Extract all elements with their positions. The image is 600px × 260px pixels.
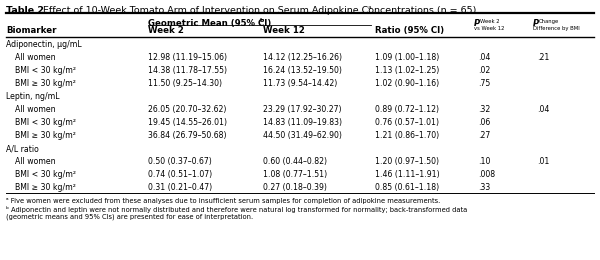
Text: 0.89 (0.72–1.12): 0.89 (0.72–1.12): [375, 105, 439, 114]
Text: Week 2: Week 2: [148, 26, 184, 35]
Text: 1.13 (1.02–1.25): 1.13 (1.02–1.25): [375, 66, 439, 75]
Text: 1.02 (0.90–1.16): 1.02 (0.90–1.16): [375, 79, 439, 88]
Text: 14.38 (11.78–17.55): 14.38 (11.78–17.55): [148, 66, 227, 75]
Text: 0.27 (0.18–0.39): 0.27 (0.18–0.39): [263, 183, 327, 192]
Text: .04: .04: [478, 53, 490, 62]
Text: 0.74 (0.51–1.07): 0.74 (0.51–1.07): [148, 170, 212, 179]
Text: 44.50 (31.49–62.90): 44.50 (31.49–62.90): [263, 131, 342, 140]
Text: BMI ≥ 30 kg/m²: BMI ≥ 30 kg/m²: [15, 79, 76, 88]
Text: A/L ratio: A/L ratio: [6, 144, 39, 153]
Text: Change: Change: [539, 19, 559, 24]
Text: 0.85 (0.61–1.18): 0.85 (0.61–1.18): [375, 183, 439, 192]
Text: 26.05 (20.70–32.62): 26.05 (20.70–32.62): [148, 105, 226, 114]
Text: 0.50 (0.37–0.67): 0.50 (0.37–0.67): [148, 157, 212, 166]
Text: All women: All women: [15, 157, 56, 166]
Text: 11.73 (9.54–14.42): 11.73 (9.54–14.42): [263, 79, 337, 88]
Text: Ratio (95% CI): Ratio (95% CI): [375, 26, 444, 35]
Text: 11.50 (9.25–14.30): 11.50 (9.25–14.30): [148, 79, 222, 88]
Text: ᵇ Adiponectin and leptin were not normally distributed and therefore were natura: ᵇ Adiponectin and leptin were not normal…: [6, 206, 467, 213]
Text: Adiponectin, μg/mL: Adiponectin, μg/mL: [6, 40, 82, 49]
Text: BMI < 30 kg/m²: BMI < 30 kg/m²: [15, 118, 76, 127]
Text: BMI < 30 kg/m²: BMI < 30 kg/m²: [15, 66, 76, 75]
Text: Week 12: Week 12: [263, 26, 305, 35]
Text: Week 2: Week 2: [479, 19, 499, 24]
Text: .21: .21: [537, 53, 550, 62]
Text: Effect of 10-Week Tomato Arm of Intervention on Serum Adipokine Concentrations (: Effect of 10-Week Tomato Arm of Interven…: [40, 6, 476, 15]
Text: 23.29 (17.92–30.27): 23.29 (17.92–30.27): [263, 105, 341, 114]
Text: 14.12 (12.25–16.26): 14.12 (12.25–16.26): [263, 53, 342, 62]
Text: P: P: [533, 19, 539, 28]
Text: .75: .75: [478, 79, 490, 88]
Text: 12.98 (11.19–15.06): 12.98 (11.19–15.06): [148, 53, 227, 62]
Text: 1.20 (0.97–1.50): 1.20 (0.97–1.50): [375, 157, 439, 166]
Text: Biomarker: Biomarker: [6, 26, 56, 35]
Text: Geometric Mean (95% CI): Geometric Mean (95% CI): [148, 19, 271, 28]
Text: Table 2.: Table 2.: [6, 6, 48, 15]
Text: .01: .01: [537, 157, 550, 166]
Text: P: P: [474, 19, 480, 28]
Text: 1.21 (0.86–1.70): 1.21 (0.86–1.70): [375, 131, 439, 140]
Text: BMI ≥ 30 kg/m²: BMI ≥ 30 kg/m²: [15, 183, 76, 192]
Text: BMI ≥ 30 kg/m²: BMI ≥ 30 kg/m²: [15, 131, 76, 140]
Text: Leptin, ng/mL: Leptin, ng/mL: [6, 92, 59, 101]
Text: .04: .04: [537, 105, 550, 114]
Text: 36.84 (26.79–50.68): 36.84 (26.79–50.68): [148, 131, 227, 140]
Text: .02: .02: [478, 66, 490, 75]
Text: (geometric means and 95% CIs) are presented for ease of interpretation.: (geometric means and 95% CIs) are presen…: [6, 213, 253, 219]
Text: All women: All women: [15, 53, 56, 62]
Text: 14.83 (11.09–19.83): 14.83 (11.09–19.83): [263, 118, 342, 127]
Text: a: a: [368, 5, 371, 10]
Text: 19.45 (14.55–26.01): 19.45 (14.55–26.01): [148, 118, 227, 127]
Text: 0.60 (0.44–0.82): 0.60 (0.44–0.82): [263, 157, 327, 166]
Text: .27: .27: [478, 131, 490, 140]
Text: .10: .10: [478, 157, 490, 166]
Text: 0.76 (0.57–1.01): 0.76 (0.57–1.01): [375, 118, 439, 127]
Text: Difference by BMI: Difference by BMI: [533, 26, 580, 31]
Text: .06: .06: [478, 118, 490, 127]
Text: BMI < 30 kg/m²: BMI < 30 kg/m²: [15, 170, 76, 179]
Text: .33: .33: [478, 183, 490, 192]
Text: .32: .32: [478, 105, 490, 114]
Text: 1.09 (1.00–1.18): 1.09 (1.00–1.18): [375, 53, 439, 62]
Text: 16.24 (13.52–19.50): 16.24 (13.52–19.50): [263, 66, 342, 75]
Text: 1.46 (1.11–1.91): 1.46 (1.11–1.91): [375, 170, 440, 179]
Text: vs Week 12: vs Week 12: [474, 26, 505, 31]
Text: 1.08 (0.77–1.51): 1.08 (0.77–1.51): [263, 170, 327, 179]
Text: ᵃ Five women were excluded from these analyses due to insufficient serum samples: ᵃ Five women were excluded from these an…: [6, 198, 440, 204]
Text: All women: All women: [15, 105, 56, 114]
Text: 0.31 (0.21–0.47): 0.31 (0.21–0.47): [148, 183, 212, 192]
Text: .008: .008: [478, 170, 495, 179]
Text: b: b: [260, 18, 264, 23]
